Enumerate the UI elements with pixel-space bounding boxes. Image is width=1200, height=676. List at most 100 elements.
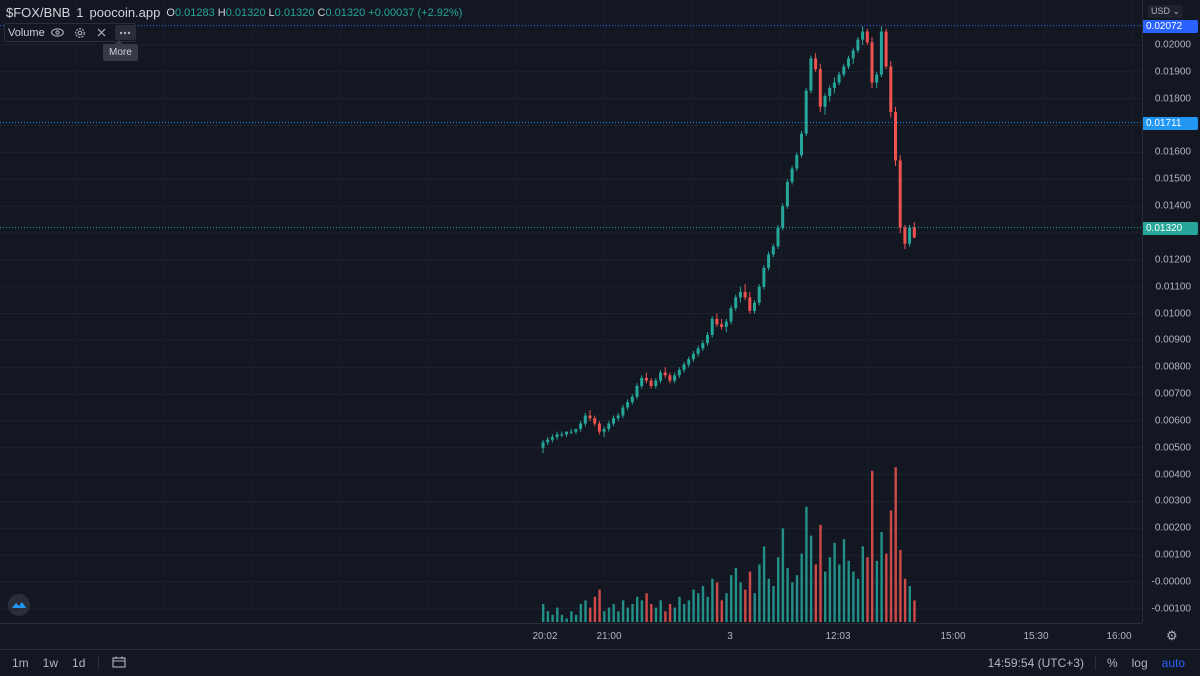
price-scale-label: 0.01800 [1154,93,1191,105]
candle-body [588,415,592,419]
price-scale[interactable]: 0.02000 0.01900 0.01800 0.01600 0.01500 0.014… [1142,0,1200,623]
candle-body [593,418,597,424]
candle-body [644,377,648,381]
volume-bar [654,607,658,622]
price-scale-label: 0.01400 [1154,200,1191,212]
volume-bar [875,560,879,622]
candle-body [677,369,681,376]
eye-icon[interactable] [49,25,67,40]
volume-bar [861,546,864,622]
volume-bar [546,611,550,622]
currency-select[interactable]: USD ⌄ [1148,5,1184,18]
candle-body [635,385,639,397]
volume-bar [589,607,592,622]
settings-gear-icon[interactable] [71,25,89,40]
candle-body [814,58,818,70]
more-options-icon[interactable] [114,25,135,40]
volume-bar [706,596,709,622]
volume-indicator-row[interactable]: Volume [4,23,136,42]
volume-bar [809,535,813,622]
candle-body [640,377,644,386]
volume-bar [659,600,662,622]
candle-body [691,353,695,360]
toolbar-divider [98,656,100,670]
volume-bar [894,467,897,622]
open-value: 0.01283 [174,6,215,19]
volume-bar [871,470,874,622]
range-1d-button[interactable]: 1d [72,656,86,670]
price-tag: 0.01711 [1143,116,1198,130]
candle-body [701,343,705,349]
volume-bar [805,506,808,622]
time-scale-label: 16:00 [1106,631,1132,642]
volume-bar [824,571,827,622]
volume-bar [683,604,686,622]
candle-body [541,442,545,448]
candle-body [720,324,724,327]
candle-body [771,246,775,255]
volume-bar [617,611,620,622]
volume-bar [640,600,644,622]
candle-body [663,372,667,376]
candle-body [861,31,865,40]
time-scale[interactable]: 20:02 21:00 3 12:03 15:00 15:30 16:00 [0,623,1142,650]
currency-label: USD [1151,6,1171,16]
volume-bar [772,586,775,622]
volume-bar [786,568,789,622]
range-1m-button[interactable]: 1m [12,656,29,670]
candle-body [753,302,756,311]
time-scale-label: 15:30 [1023,631,1049,642]
volume-bar [636,596,639,622]
volume-bar [852,571,855,622]
volume-bar [697,593,700,622]
volume-bar [556,607,559,622]
price-tag: 0.01320 [1143,221,1198,235]
price-scale-label: 0.00300 [1154,495,1191,507]
price-scale-label: 0.01600 [1154,146,1191,158]
volume-bar [612,604,615,622]
price-tag: 0.02072 [1143,19,1198,33]
price-scale-label: 0.01200 [1154,254,1191,266]
log-toggle[interactable]: log [1131,656,1148,670]
candle-body [748,297,752,311]
volume-bar [551,614,554,622]
open-label: O [166,6,175,19]
volume-bar [856,578,860,622]
symbol-name[interactable]: $FOX/BNB [6,5,71,20]
candle-body [654,380,658,386]
candle-body [847,58,850,67]
volume-bar [673,607,676,622]
time-scale-label: 15:00 [940,631,966,642]
candle-body [767,254,771,268]
bottom-toolbar: 1m 1w 1d 14:59:54 (UTC+3) % log auto [0,649,1200,676]
high-label: H [217,6,226,19]
low-value: 0.01320 [274,6,315,19]
date-range-icon[interactable] [105,656,133,671]
volume-bar [800,553,803,622]
percent-toggle[interactable]: % [1106,656,1118,670]
range-1w-button[interactable]: 1w [42,656,59,670]
toolbar-divider [1094,656,1096,670]
interval-label[interactable]: 1 [76,5,84,20]
time-scale-label: 20:02 [532,631,558,642]
candle-body [715,318,719,325]
candle-body [818,69,822,107]
candle-body [776,227,780,247]
candle-body [565,431,568,435]
clock-display[interactable]: 14:59:54 (UTC+3) [987,656,1084,670]
volume-bar [720,600,723,622]
volume-bar [880,532,883,622]
candle-body [616,415,620,419]
close-icon[interactable] [93,25,111,40]
price-scale-label: 0.01100 [1155,281,1191,293]
volume-bar [903,578,907,622]
tradingview-logo-icon[interactable] [8,594,30,616]
candle-body [757,286,761,303]
price-chart[interactable] [0,0,1142,623]
chart-settings-gear-icon[interactable]: ⚙ [1166,628,1178,643]
chart-pane[interactable] [0,0,1142,623]
candle-body [550,437,554,440]
volume-bar [744,589,747,622]
volume-label: Volume [8,26,45,39]
auto-toggle[interactable]: auto [1161,656,1185,670]
